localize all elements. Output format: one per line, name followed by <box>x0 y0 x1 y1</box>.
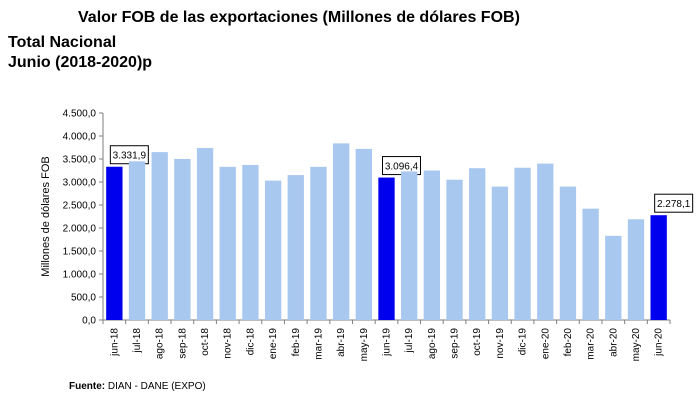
chart-subtitle: Total Nacional Junio (2018-2020)p <box>8 33 152 73</box>
bar <box>355 148 372 320</box>
bar <box>559 186 577 320</box>
x-tick-label: ene-20 <box>540 328 551 360</box>
bar <box>514 167 531 320</box>
bar <box>264 180 282 320</box>
chart-title: Valor FOB de las exportaciones (Millones… <box>78 9 520 26</box>
y-tick-label: 3.000,0 <box>63 178 97 189</box>
x-tick-label: sep-19 <box>450 328 461 359</box>
source-label: Fuente: <box>69 381 106 392</box>
bar-highlighted <box>650 215 667 320</box>
x-tick-label: jun-19 <box>382 328 393 357</box>
x-tick-label: dic-19 <box>518 328 529 356</box>
x-tick-label: jul-19 <box>404 328 415 354</box>
bar <box>128 161 146 320</box>
x-tick-label: ene-19 <box>268 328 279 360</box>
x-tick-label: may-20 <box>631 328 642 362</box>
subtitle-line-1: Total Nacional <box>8 34 117 51</box>
bar <box>491 186 509 320</box>
bar <box>196 147 214 320</box>
x-tick-label: may-19 <box>359 328 370 362</box>
data-label: 3.331,9 <box>113 151 147 162</box>
x-tick-label: feb-20 <box>563 328 574 357</box>
bar-highlighted <box>378 177 395 320</box>
data-label: 2.278,1 <box>657 199 691 210</box>
bar <box>537 163 554 320</box>
subtitle-line-2: Junio (2018-2020)p <box>8 54 153 71</box>
x-tick-label: sep-18 <box>177 328 188 359</box>
x-tick-label: abr-19 <box>336 328 347 357</box>
x-tick-label: mar-20 <box>586 328 597 360</box>
x-tick-label: jul-18 <box>132 328 143 354</box>
bar <box>287 175 304 320</box>
x-tick-label: oct-19 <box>472 328 483 356</box>
bar <box>582 208 599 320</box>
data-label-box <box>654 193 694 213</box>
bar <box>151 152 168 320</box>
data-label: 3.096,4 <box>385 162 419 173</box>
bar <box>446 179 463 320</box>
x-tick-label: mar-19 <box>313 328 324 360</box>
x-tick-label: oct-18 <box>200 328 211 356</box>
x-tick-label: nov-18 <box>223 328 234 359</box>
x-tick-label: dic-18 <box>245 328 256 356</box>
bar <box>242 164 259 320</box>
bar <box>469 168 486 320</box>
x-tick-label: jun-18 <box>109 328 120 357</box>
y-tick-label: 3.500,0 <box>63 155 97 166</box>
y-tick-label: 1.000,0 <box>63 270 97 281</box>
x-tick-label: abr-20 <box>608 328 619 357</box>
x-tick-label: nov-19 <box>495 328 506 359</box>
bar <box>174 159 191 320</box>
y-tick-label: 4.500,0 <box>63 109 97 120</box>
bar-highlighted <box>106 166 123 320</box>
bar <box>627 219 645 320</box>
y-tick-label: 500,0 <box>71 293 96 304</box>
bar <box>605 235 622 320</box>
y-tick-label: 0,0 <box>82 316 96 327</box>
y-tick-label: 2.500,0 <box>63 201 97 212</box>
y-tick-label: 2.000,0 <box>63 224 97 235</box>
x-tick-label: feb-19 <box>291 328 302 357</box>
x-tick-label: jun-20 <box>654 328 665 357</box>
bar <box>401 171 418 320</box>
y-tick-label: 4.000,0 <box>63 132 97 143</box>
x-tick-label: ago-19 <box>427 328 438 360</box>
bar <box>219 166 236 320</box>
source-note: Fuente: DIAN - DANE (EXPO) <box>69 381 206 392</box>
y-axis-label: Millones de dólares FOB <box>40 156 52 276</box>
x-tick-label: ago-18 <box>155 328 166 360</box>
bar <box>332 143 350 320</box>
bar <box>310 166 327 320</box>
y-tick-label: 1.500,0 <box>63 247 97 258</box>
source-text: DIAN - DANE (EXPO) <box>105 381 206 392</box>
bar <box>423 170 441 320</box>
